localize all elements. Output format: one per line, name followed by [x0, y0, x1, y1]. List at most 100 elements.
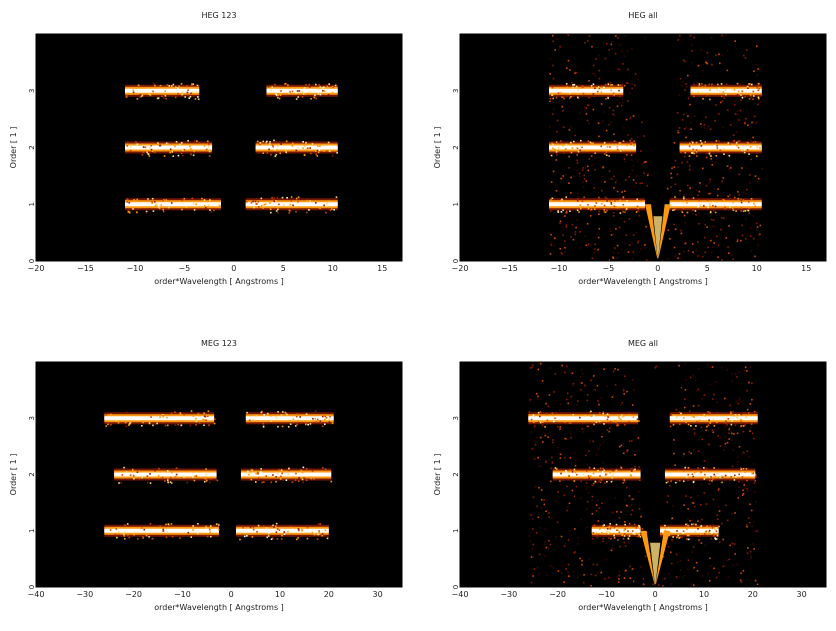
- speckle: [600, 459, 602, 462]
- speckle: [612, 252, 615, 254]
- speckle: [706, 441, 709, 443]
- speckle: [647, 579, 649, 581]
- speckle: [576, 576, 579, 579]
- speckle: [576, 403, 578, 406]
- speckle: [729, 404, 732, 407]
- speckle: [716, 411, 718, 413]
- speckle: [736, 456, 739, 458]
- speckle: [677, 131, 680, 134]
- speckle: [640, 566, 642, 569]
- speckle: [711, 63, 713, 66]
- speckle: [674, 464, 676, 466]
- speckle: [574, 233, 577, 236]
- speckle: [674, 159, 677, 162]
- speckle: [549, 100, 551, 103]
- x-tick-label: 15: [801, 264, 811, 273]
- speckle: [731, 426, 733, 429]
- panel-title: MEG 123: [201, 339, 237, 348]
- speckle: [683, 214, 686, 217]
- speckle: [664, 574, 666, 576]
- speckle: [587, 425, 590, 428]
- speckle: [533, 425, 536, 427]
- speckle: [540, 369, 543, 372]
- speckle: [690, 496, 692, 499]
- speckle: [531, 528, 534, 531]
- speckle: [679, 465, 681, 468]
- speckle: [721, 100, 724, 102]
- speckle: [559, 45, 561, 48]
- order-1-band: [660, 522, 720, 541]
- speckle: [689, 103, 691, 106]
- speckle: [689, 168, 691, 170]
- speckle: [558, 106, 561, 109]
- speckle: [616, 99, 619, 101]
- speckle: [635, 568, 637, 571]
- speckle: [591, 484, 594, 487]
- speckle: [631, 404, 634, 406]
- speckle: [600, 395, 602, 398]
- speckle: [621, 50, 623, 52]
- order-3-band: [690, 82, 763, 101]
- speckle: [682, 59, 685, 62]
- speckle: [616, 105, 619, 108]
- speckle: [559, 247, 562, 250]
- speckle: [645, 161, 647, 163]
- speckle: [719, 437, 722, 439]
- speckle: [628, 541, 630, 544]
- speckle: [725, 34, 727, 37]
- speckle: [587, 96, 589, 99]
- speckle: [675, 155, 678, 157]
- speckle: [584, 109, 587, 111]
- speckle: [704, 544, 707, 547]
- speckle: [722, 565, 725, 568]
- speckle: [570, 527, 573, 529]
- speckle: [532, 496, 535, 499]
- speckle: [596, 195, 598, 197]
- speckle: [582, 581, 585, 584]
- speckle: [537, 518, 539, 521]
- speckle: [682, 54, 684, 57]
- speckle: [674, 228, 677, 231]
- speckle: [554, 500, 557, 503]
- speckle: [580, 497, 582, 499]
- speckle: [728, 428, 731, 431]
- speckle: [607, 411, 610, 414]
- speckle: [591, 45, 593, 48]
- speckle: [695, 214, 697, 216]
- speckle: [596, 517, 599, 520]
- speckle: [550, 233, 552, 236]
- speckle: [720, 366, 723, 369]
- speckle: [595, 454, 598, 456]
- panel-2: HEG all −20 −15 −10 −5 0 5 10 15 0 1 2 3 order*Wavele…: [433, 11, 827, 286]
- speckle: [712, 498, 715, 501]
- speckle: [671, 540, 673, 542]
- speckle: [597, 499, 599, 502]
- speckle: [592, 546, 594, 549]
- speckle: [733, 433, 735, 435]
- speckle: [750, 140, 753, 143]
- x-tick-label: 15: [377, 264, 387, 273]
- speckle: [719, 36, 722, 38]
- speckle: [639, 182, 641, 185]
- speckle: [540, 498, 543, 501]
- speckle: [717, 549, 719, 552]
- speckle: [755, 122, 758, 125]
- speckle: [717, 244, 720, 247]
- speckle: [705, 503, 708, 505]
- speckle: [609, 81, 612, 84]
- speckle: [709, 577, 712, 579]
- y-axis-label: Order [ 1 ]: [433, 127, 442, 169]
- speckle: [559, 457, 562, 459]
- speckle: [746, 60, 748, 62]
- speckle: [680, 210, 683, 213]
- speckle: [620, 217, 622, 220]
- speckle: [586, 526, 588, 528]
- x-tick-label: 20: [324, 590, 334, 599]
- x-tick-label: 10: [752, 264, 762, 273]
- speckle: [624, 499, 627, 501]
- speckle: [559, 99, 562, 101]
- speckle: [741, 392, 744, 394]
- speckle: [757, 74, 759, 76]
- speckle: [572, 68, 575, 70]
- speckle: [684, 389, 687, 391]
